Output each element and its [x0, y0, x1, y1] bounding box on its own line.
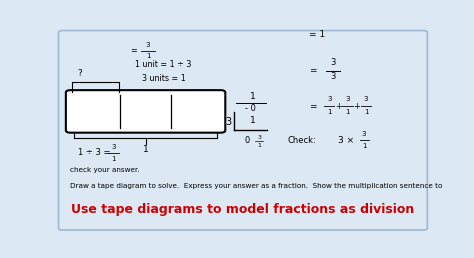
- Text: 3: 3: [330, 58, 336, 67]
- Text: =: =: [309, 66, 317, 75]
- Text: Draw a tape diagram to solve.  Express your answer as a fraction.  Show the mult: Draw a tape diagram to solve. Express yo…: [70, 183, 443, 189]
- Text: Check:: Check:: [287, 136, 316, 145]
- Text: Use tape diagrams to model fractions as division: Use tape diagrams to model fractions as …: [71, 203, 415, 216]
- Text: 1: 1: [364, 109, 368, 115]
- Text: 3 ×: 3 ×: [338, 136, 355, 145]
- Text: 3: 3: [362, 131, 366, 137]
- Text: 1: 1: [327, 109, 331, 115]
- Text: 1 unit = 1 ÷ 3: 1 unit = 1 ÷ 3: [136, 60, 192, 69]
- Text: =: =: [130, 46, 137, 55]
- Text: 3: 3: [364, 96, 368, 102]
- FancyBboxPatch shape: [66, 90, 225, 133]
- Text: 3: 3: [226, 117, 232, 127]
- Text: = 1: = 1: [309, 30, 325, 39]
- Text: 3: 3: [330, 72, 336, 81]
- Text: check your answer.: check your answer.: [70, 167, 140, 173]
- Text: 3: 3: [327, 96, 331, 102]
- Text: 1: 1: [362, 143, 366, 149]
- Text: 1: 1: [257, 143, 261, 148]
- Text: +: +: [335, 102, 342, 111]
- Text: 1: 1: [346, 109, 350, 115]
- FancyBboxPatch shape: [58, 30, 428, 230]
- Text: ?: ?: [77, 69, 82, 78]
- Text: 1: 1: [250, 116, 255, 125]
- Text: 1: 1: [143, 145, 148, 154]
- Text: =: =: [309, 102, 317, 111]
- Text: 3 units = 1: 3 units = 1: [142, 74, 185, 83]
- Text: 3: 3: [257, 135, 261, 140]
- Text: 1 ÷ 3 =: 1 ÷ 3 =: [78, 148, 110, 157]
- Text: 1: 1: [146, 53, 150, 59]
- Text: - 0: - 0: [245, 104, 256, 113]
- Text: 1: 1: [250, 92, 255, 101]
- Text: 3: 3: [346, 96, 350, 102]
- Text: 0: 0: [244, 136, 250, 145]
- Text: 3: 3: [111, 144, 116, 150]
- Text: 3: 3: [146, 42, 150, 48]
- Text: +: +: [353, 102, 360, 111]
- Text: 1: 1: [111, 156, 116, 162]
